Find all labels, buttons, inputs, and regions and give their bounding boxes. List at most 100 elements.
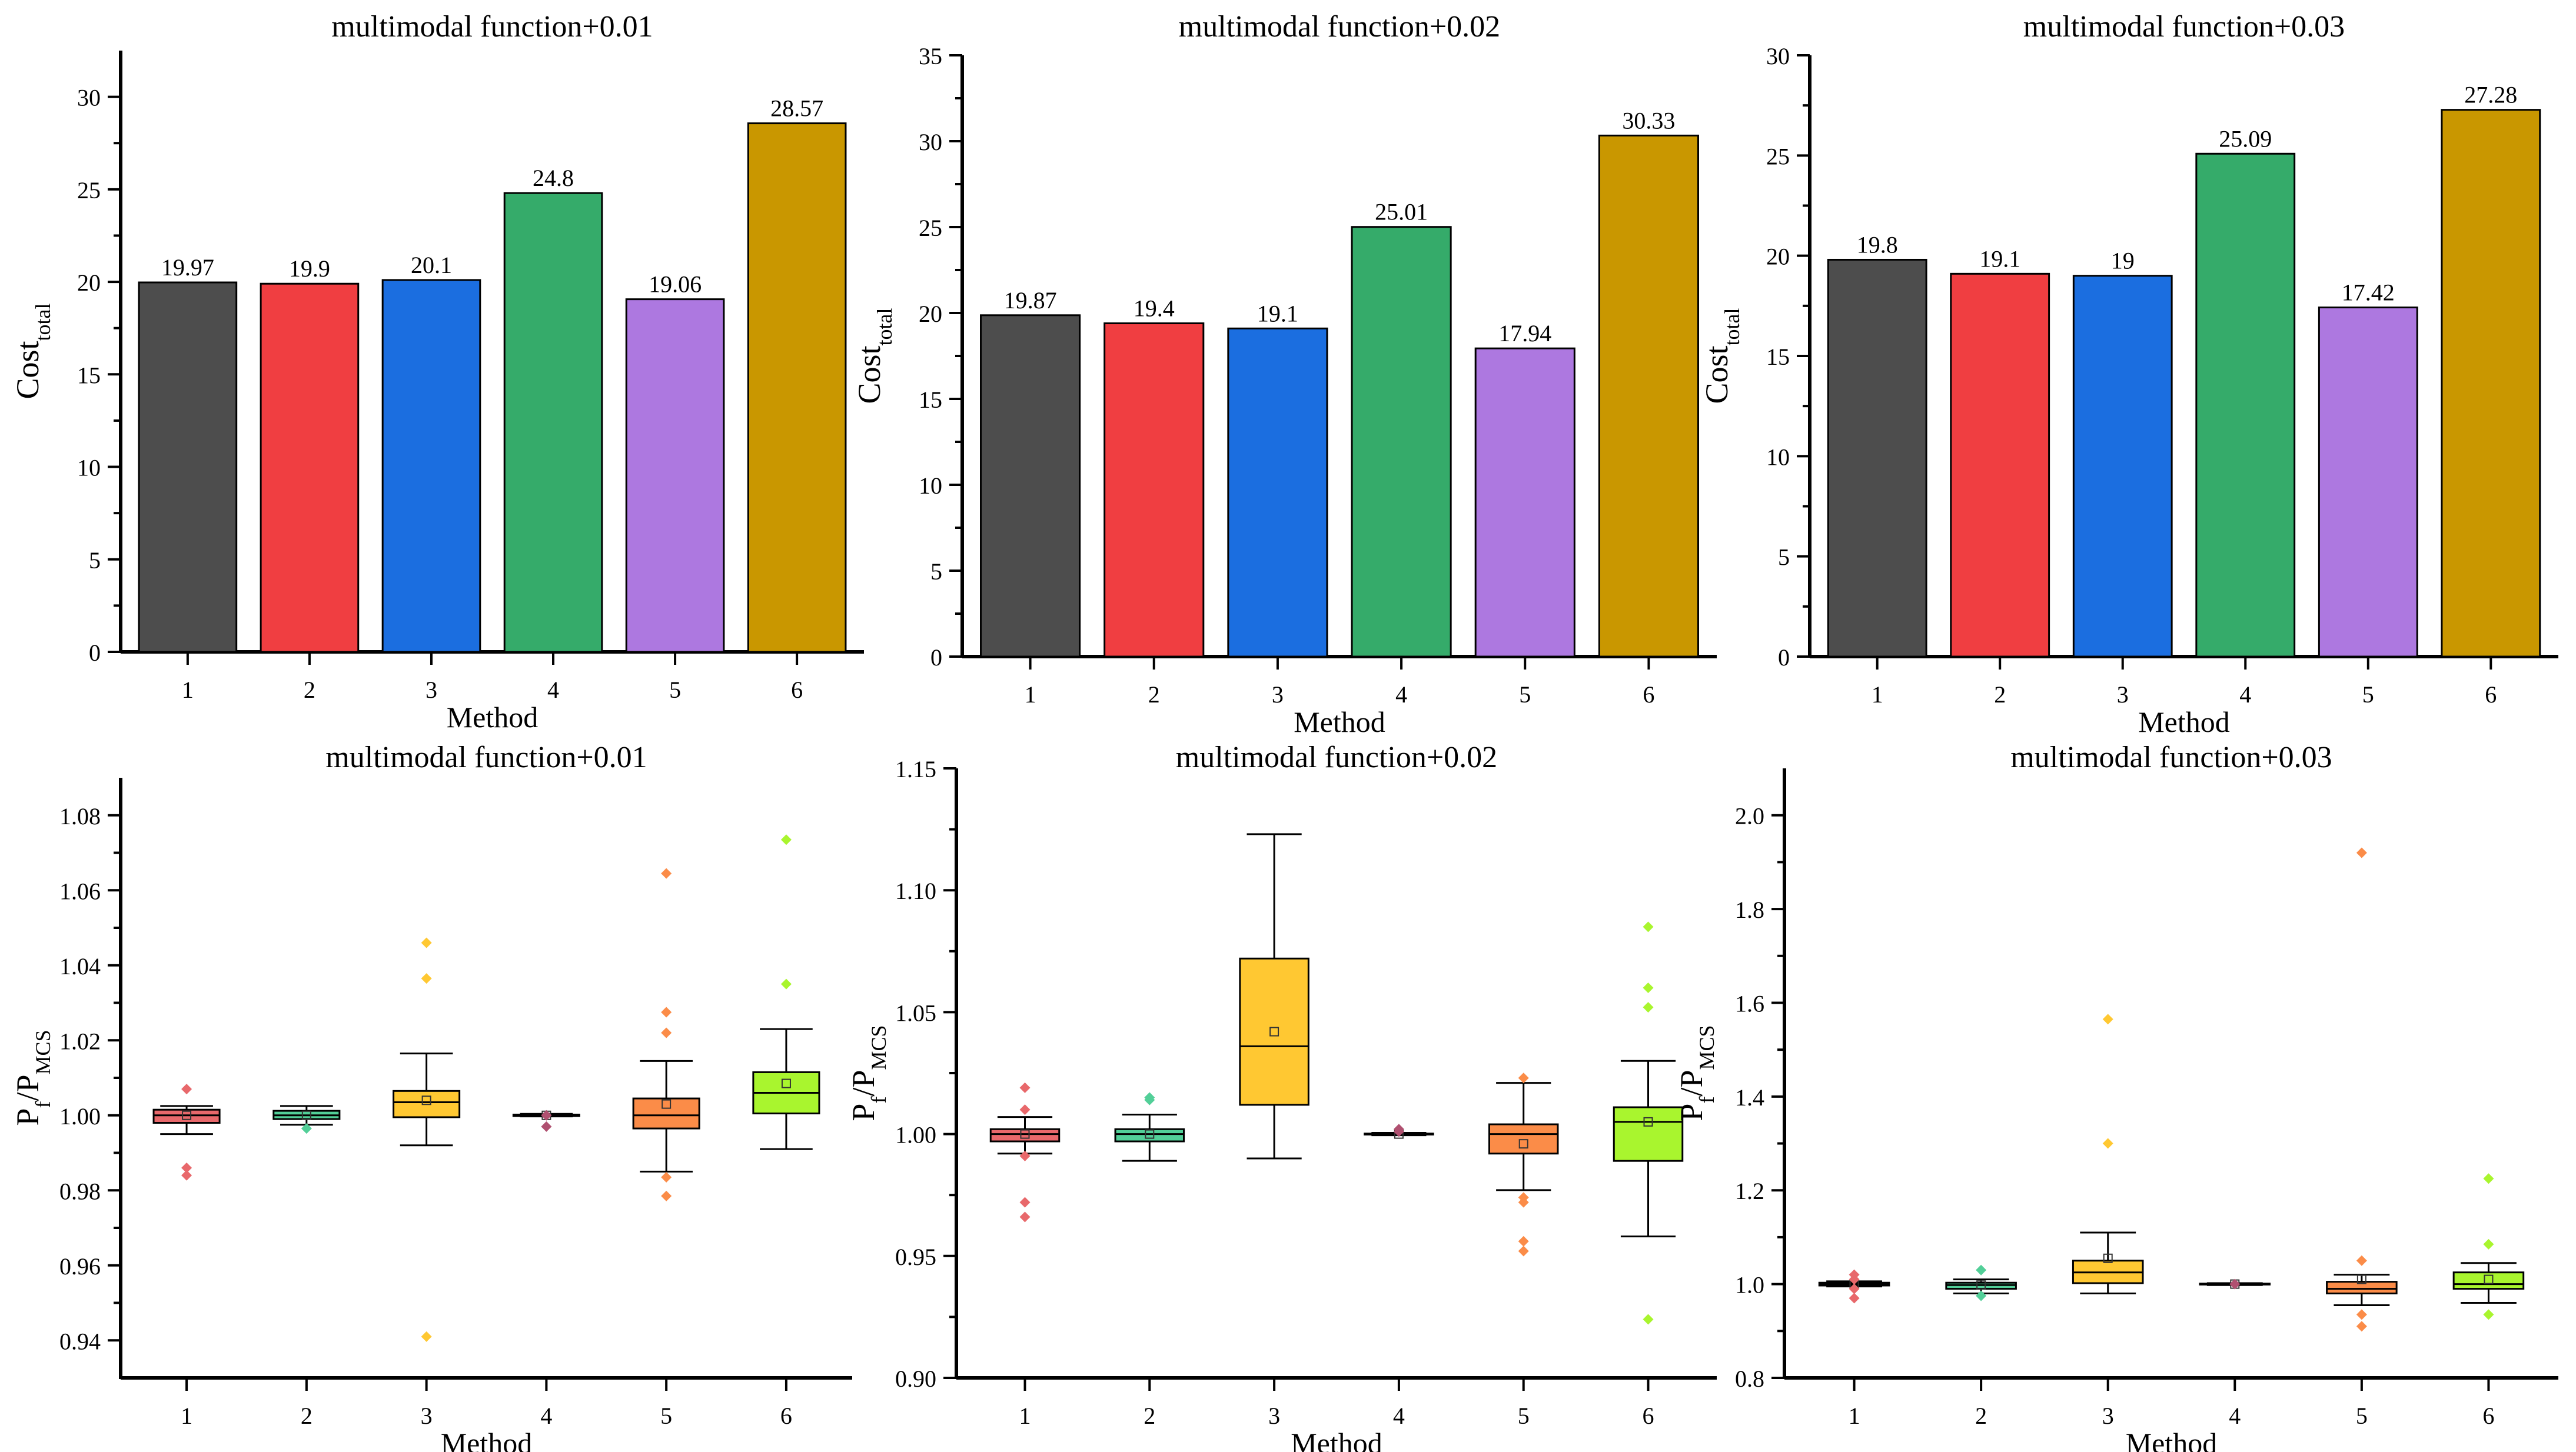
mean-marker <box>2484 1274 2494 1284</box>
y-tick-label: 1.02 <box>59 1028 101 1054</box>
outlier-point <box>1976 1264 1987 1276</box>
mean-marker <box>1269 1027 1279 1037</box>
bar-method-6 <box>1598 134 1699 658</box>
bar-value-label: 27.28 <box>2464 82 2517 108</box>
mean-marker <box>662 1099 672 1109</box>
y-axis-label: Costtotal <box>852 308 896 404</box>
outlier-point <box>1976 1290 1987 1301</box>
y-tick-label: 0 <box>930 644 942 671</box>
box-iqr <box>1114 1128 1185 1143</box>
bar-method-3 <box>1227 327 1328 658</box>
y-axis-label-subscript: total <box>1720 308 1744 345</box>
mean-marker <box>2103 1253 2113 1263</box>
y-axis-label: Pf/PMCS <box>1674 1025 1719 1121</box>
y-tick-label: 1.6 <box>1735 990 1764 1017</box>
y-axis-label-subscript: f <box>31 1101 55 1108</box>
x-tick-label: 3 <box>421 1403 433 1429</box>
x-tick-label: 5 <box>660 1403 672 1429</box>
chart-title: multimodal function+0.02 <box>1179 10 1500 44</box>
outlier-point <box>1019 1150 1031 1161</box>
mean-marker <box>2356 1274 2366 1284</box>
y-tick-label: 1.08 <box>59 803 101 830</box>
x-tick-label: 6 <box>1643 681 1654 708</box>
x-tick-label: 1 <box>1019 1403 1031 1429</box>
x-tick-label: 5 <box>669 677 681 703</box>
y-tick-label: 1.4 <box>1735 1084 1764 1111</box>
x-tick-label: 6 <box>2482 1403 2494 1429</box>
bar-value-label: 19.87 <box>1004 287 1057 314</box>
y-axis-label-part: /P <box>1674 1070 1709 1096</box>
chart-title: multimodal function+0.03 <box>2010 741 2332 774</box>
x-axis-label: Method <box>2126 1427 2218 1452</box>
y-tick-label: 1.10 <box>895 878 936 904</box>
mean-marker <box>421 1095 431 1105</box>
y-tick-label: 35 <box>919 43 942 69</box>
y-tick-label: 20 <box>77 269 101 296</box>
y-tick-label: 0 <box>1778 644 1790 671</box>
y-tick-label: 25 <box>77 177 101 204</box>
x-tick-label: 4 <box>547 677 559 703</box>
outlier-point <box>2102 1138 2113 1149</box>
bar-value-label: 28.57 <box>770 95 823 122</box>
outlier-point <box>1849 1283 1860 1294</box>
x-tick-label: 5 <box>2362 681 2374 708</box>
outlier-point <box>421 937 432 948</box>
x-tick-label: 2 <box>1144 1403 1155 1429</box>
y-axis-label-subscript: total <box>873 308 896 345</box>
bar-value-label: 19.1 <box>1979 245 2020 272</box>
y-axis-label-subscript: MCS <box>867 1025 890 1070</box>
y-axis-label-part: P <box>1674 1104 1709 1121</box>
mean-marker <box>781 1078 791 1088</box>
x-tick-label: 6 <box>791 677 803 703</box>
outlier-point <box>2356 847 2367 858</box>
box-method-1 <box>989 1082 1061 1223</box>
x-tick-label: 5 <box>1519 681 1531 708</box>
outlier-point <box>1518 1245 1529 1257</box>
y-axis-label: Pf/PMCS <box>10 1030 55 1125</box>
y-tick-label: 20 <box>919 301 942 327</box>
y-tick-label: 1.00 <box>895 1122 936 1148</box>
y-tick-label: 1.06 <box>59 878 101 904</box>
chart-panel-1: multimodal function+0.01 0 5 10 15 20 25 30 1 2 3 4… <box>10 10 864 734</box>
y-tick-label: 30 <box>1766 43 1790 69</box>
bar-method-6 <box>2441 109 2541 658</box>
chart-panel-5: multimodal function+0.02 0.90 0.95 1.00 1.05… <box>846 741 1717 1452</box>
x-tick-label: 2 <box>1148 681 1160 708</box>
y-axis-label: Costtotal <box>10 303 55 399</box>
y-tick-label: 1.2 <box>1735 1178 1764 1204</box>
box-method-3 <box>1239 833 1309 1160</box>
y-tick-label: 15 <box>77 362 101 388</box>
box-method-2 <box>1945 1264 2017 1301</box>
x-tick-label: 1 <box>1872 681 1883 708</box>
x-tick-label: 6 <box>1643 1403 1654 1429</box>
bar-value-label: 19.97 <box>161 254 214 281</box>
y-axis-label-subscript: f <box>867 1097 890 1104</box>
x-axis-label: Method <box>2138 705 2230 738</box>
outlier-point <box>1019 1082 1031 1093</box>
y-axis-label-subscript: MCS <box>31 1030 55 1074</box>
mean-marker <box>1020 1129 1030 1139</box>
y-tick-label: 20 <box>1766 244 1790 270</box>
bar-method-1 <box>1827 258 1927 658</box>
outlier-point <box>2483 1173 2494 1184</box>
x-tick-label: 2 <box>1975 1403 1987 1429</box>
x-tick-label: 6 <box>780 1403 792 1429</box>
box-method-3 <box>2072 1014 2144 1295</box>
y-tick-label: 0.98 <box>59 1178 101 1204</box>
y-tick-label: 10 <box>919 472 942 499</box>
y-tick-label: 1.0 <box>1735 1272 1764 1298</box>
outlier-point <box>1019 1104 1031 1115</box>
outlier-point <box>1393 1124 1404 1135</box>
chart-title: multimodal function+0.03 <box>2023 10 2345 44</box>
y-tick-label: 5 <box>1778 544 1790 571</box>
x-tick-label: 5 <box>1518 1403 1530 1429</box>
y-axis-label-part: Cost <box>1699 345 1734 404</box>
x-tick-label: 1 <box>182 677 194 703</box>
box-iqr <box>1613 1106 1684 1162</box>
box-iqr <box>1239 957 1309 1106</box>
outlier-point <box>661 1027 672 1038</box>
y-axis-label: Costtotal <box>1699 308 1744 404</box>
outlier-point <box>1849 1293 1860 1304</box>
bar-value-label: 30.33 <box>1622 107 1675 134</box>
y-tick-label: 0.95 <box>895 1244 936 1270</box>
